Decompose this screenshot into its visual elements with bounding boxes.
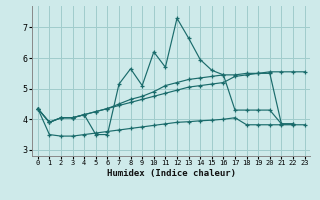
X-axis label: Humidex (Indice chaleur): Humidex (Indice chaleur) xyxy=(107,169,236,178)
